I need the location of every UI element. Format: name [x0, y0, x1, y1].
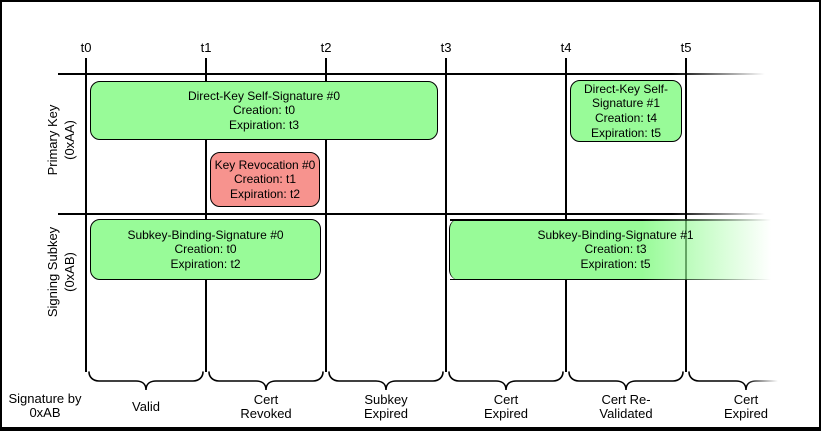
key-revocation-0-box: Key Revocation #0 Creation: t1 Expiratio…	[210, 152, 320, 207]
signature-expiration: Expiration: t2	[170, 256, 241, 271]
direct-key-self-signature-0-box: Direct-Key Self-Signature #0 Creation: t…	[90, 81, 438, 140]
row-label-signing-subkey-title: Signing Subkey	[45, 226, 61, 318]
signature-expiration: Expiration: t5	[590, 125, 662, 140]
signature-title: Subkey-Binding-Signature #0	[127, 227, 284, 242]
timeline-gridline-t1	[205, 58, 207, 372]
period-label-cert-revalidated: Cert Re-Validated	[599, 392, 653, 421]
period-brace-cert-expired-2	[688, 371, 804, 391]
signature-expiration: Expiration: t2	[229, 186, 301, 201]
signature-creation: Creation: t3	[584, 242, 647, 257]
period-brace-cert-expired-1	[448, 371, 564, 391]
timeline-gridline-t5	[685, 58, 687, 372]
timeline-tick-label-t2: t2	[320, 40, 332, 55]
timeline-tick-label-t1: t1	[200, 40, 212, 55]
period-brace-cert-revalidated	[568, 371, 684, 391]
period-braces	[88, 371, 804, 391]
period-label-cert-revoked: Cert Revoked	[240, 392, 292, 421]
timeline-gridline-t2	[325, 58, 327, 372]
timeline-tick-label-t0: t0	[80, 40, 92, 55]
subkey-binding-signature-0-box: Subkey-Binding-Signature #0 Creation: t0…	[90, 219, 321, 280]
signature-expiration: Expiration: t5	[580, 256, 651, 271]
timeline-gridline-t4	[565, 58, 567, 372]
row-label-signing-subkey-id: (0xAB)	[62, 252, 77, 292]
timeline-gridline-t0	[85, 58, 87, 372]
signature-title: Direct-Key Self-Signature #1	[583, 81, 669, 111]
signature-title: Key Revocation #0	[214, 157, 316, 172]
row-label-signing-subkey: Signing Subkey (0xAB)	[45, 192, 79, 352]
period-label-valid: Valid	[132, 399, 160, 415]
period-brace-cert-revoked	[208, 371, 324, 391]
signature-title: Direct-Key Self-Signature #0	[187, 88, 341, 103]
timeline-tick-label-t5: t5	[680, 40, 692, 55]
subkey-binding-signature-1-box: Subkey-Binding-Signature #1 Creation: t3…	[449, 219, 781, 280]
signature-creation: Creation: t0	[174, 242, 237, 257]
period-brace-valid	[88, 371, 204, 391]
bottom-axis-label: Signature by 0xAB	[8, 390, 82, 420]
primary-key-axis-line	[58, 73, 772, 75]
signature-creation: Creation: t4	[594, 111, 658, 125]
period-brace-subkey-expired	[328, 371, 444, 391]
timeline-tick-label-t4: t4	[560, 40, 572, 55]
signature-title: Subkey-Binding-Signature #1	[537, 227, 694, 242]
timeline-tick-label-t3: t3	[440, 40, 452, 55]
period-label-cert-expired-2: Cert Expired	[723, 392, 769, 421]
signature-expiration: Expiration: t3	[228, 117, 300, 132]
timeline-gridline-t3	[445, 58, 447, 372]
period-label-subkey-expired: Subkey Expired	[363, 392, 409, 421]
signature-creation: Creation: t1	[233, 172, 297, 187]
direct-key-self-signature-1-box: Direct-Key Self-Signature #1 Creation: t…	[570, 80, 682, 142]
signing-subkey-axis-line	[58, 213, 772, 215]
signature-creation: Creation: t0	[232, 103, 296, 118]
period-label-cert-expired-1: Cert Expired	[483, 392, 529, 421]
